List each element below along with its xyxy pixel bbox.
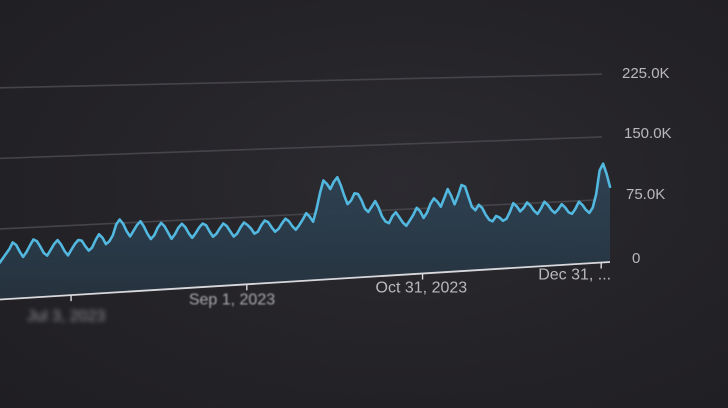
x-axis-line <box>0 261 611 301</box>
x-tick-label: Dec 31, ... <box>538 267 611 284</box>
x-axis <box>0 261 611 301</box>
y-tick-label: 75.0K <box>626 186 665 203</box>
series-line <box>0 162 612 265</box>
y-tick-label: 225.0K <box>622 65 670 82</box>
x-tick-label: Sep 1, 2023 <box>189 291 275 308</box>
series-area <box>0 163 610 300</box>
line-layer <box>0 162 612 265</box>
x-axis-ticks: Jul 3, 2023 Sep 1, 2023 Oct 31, 2023 Dec 31… <box>27 262 611 325</box>
gridline <box>0 198 603 230</box>
y-tick-label: 150.0K <box>624 125 672 142</box>
area-layer <box>0 163 610 300</box>
gridline <box>0 73 603 89</box>
grid-layer <box>0 73 603 230</box>
x-tick-label: Oct 31, 2023 <box>376 280 468 297</box>
gridline <box>0 136 603 160</box>
x-tick-label: Jul 3, 2023 <box>27 308 105 325</box>
y-axis-ticks: 0 75.0K 150.0K 225.0K <box>622 65 672 267</box>
y-tick-label: 0 <box>632 250 640 267</box>
